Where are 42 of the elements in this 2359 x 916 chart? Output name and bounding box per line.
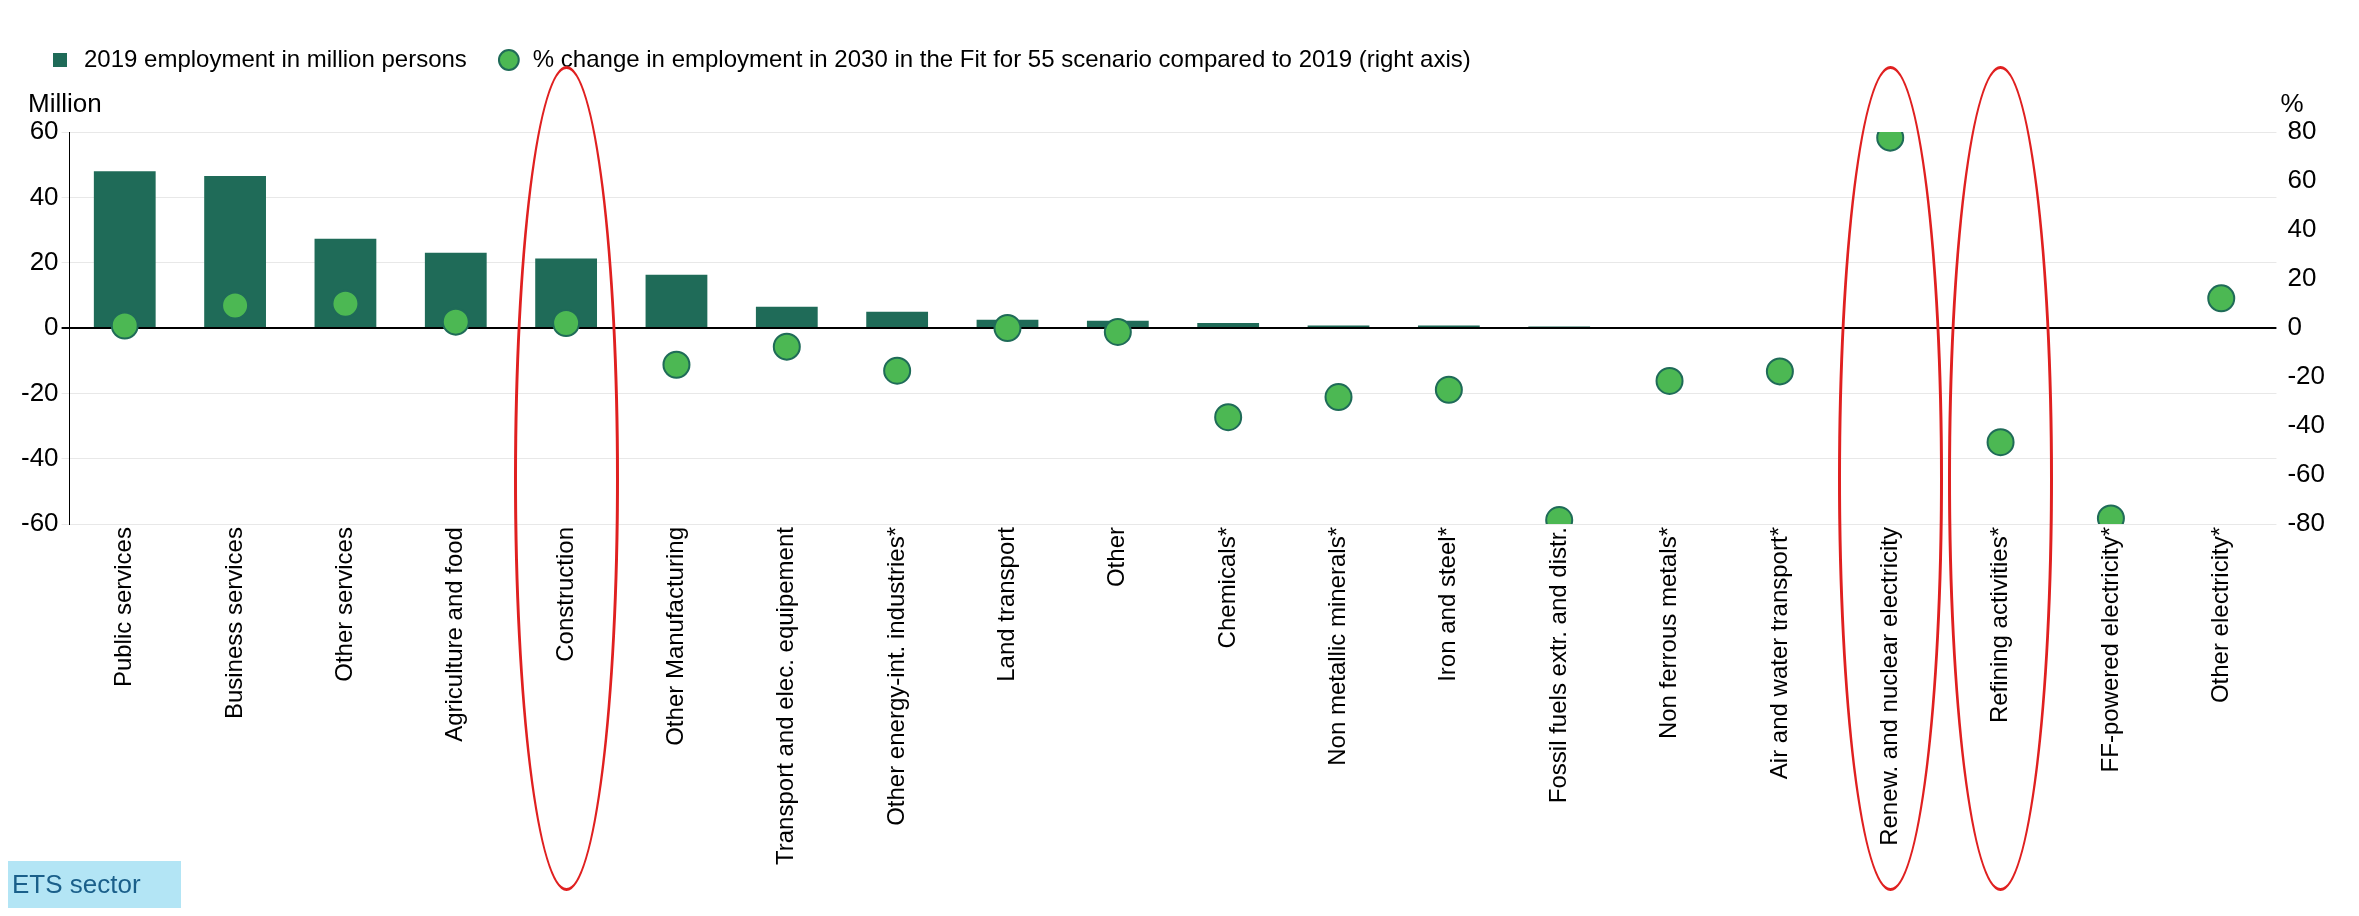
x-tick-label: Land transport (992, 526, 1020, 682)
x-tick-label: Other services (330, 527, 358, 682)
x-tick-label: Other Manufacturing (661, 527, 689, 746)
y2-tick-label: 0 (2287, 311, 2302, 342)
legend-label: % change in employment in 2030 in the Fit for 55 scenario compared to 2019 (right axis) (532, 44, 1471, 72)
y2-tick-label: -80 (2287, 507, 2325, 538)
y2-tick-label: -60 (2287, 458, 2325, 489)
x-tick-label: Non ferrous metals* (1654, 527, 1682, 740)
x-tick-label: Air and water transport* (1764, 527, 1792, 780)
x-tick-label: Other (1102, 527, 1130, 588)
x-tick-label: Refining activities* (1985, 527, 2013, 724)
y-tick-label: 0 (44, 311, 59, 342)
text: ETS sector (8, 861, 181, 908)
x-tick-label: Chemicals* (1212, 527, 1240, 649)
y-tick-label: -20 (21, 376, 59, 407)
y2-tick-label: -20 (2287, 360, 2325, 391)
x-tick-label: Public services (109, 527, 137, 688)
x-tick-label: Non metallic minerals* (1323, 527, 1351, 766)
x-tick-label: Transport and elec. equipement (771, 526, 799, 865)
y2-tick-label: 20 (2287, 262, 2317, 293)
x-tick-label: Agriculture and food (440, 527, 468, 742)
y-tick-label: 20 (29, 245, 59, 276)
x-tick-label: Iron and steel* (1433, 527, 1461, 682)
bar (866, 311, 929, 328)
bar (755, 306, 818, 328)
y2-tick-label: -40 (2287, 409, 2325, 440)
legend-label: 2019 employment in million persons (84, 44, 467, 72)
x-tick-label: Fossil fuels extr. and distr. (1543, 527, 1571, 804)
y-tick-label: -40 (21, 441, 59, 472)
bar (645, 274, 708, 328)
x-tick-label: FF-powered electricity* (2095, 527, 2123, 773)
y-tick-label: -60 (21, 507, 59, 538)
x-tick-label: Other energy-int. industries* (881, 527, 909, 826)
y2-tick-label: 40 (2287, 213, 2317, 244)
y-tick-label: 40 (29, 180, 59, 211)
x-tick-label: Construction (550, 527, 578, 662)
x-tick-label: Renew. and nuclear electricity (1874, 527, 1902, 846)
x-tick-label: Other electricity* (2205, 527, 2233, 704)
bar (204, 176, 266, 328)
bar (1197, 323, 1260, 328)
y2-tick-label: 60 (2287, 164, 2317, 195)
x-tick-label: Business services (219, 527, 247, 720)
